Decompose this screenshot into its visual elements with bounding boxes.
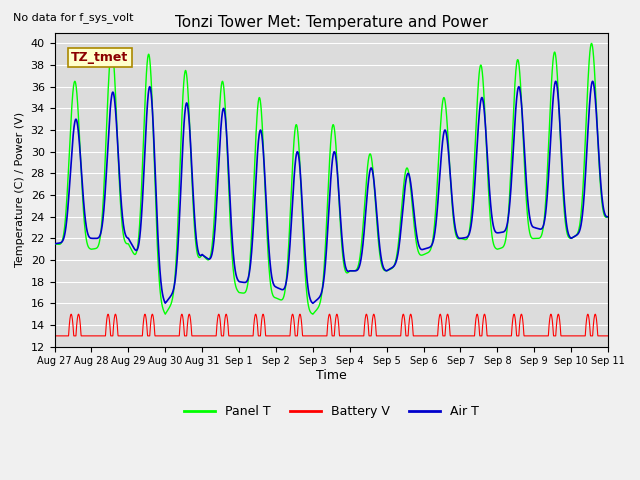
Text: No data for f_sys_volt: No data for f_sys_volt bbox=[13, 12, 133, 23]
Y-axis label: Temperature (C) / Power (V): Temperature (C) / Power (V) bbox=[15, 112, 25, 267]
Text: TZ_tmet: TZ_tmet bbox=[71, 51, 129, 64]
Legend: Panel T, Battery V, Air T: Panel T, Battery V, Air T bbox=[179, 400, 484, 423]
Title: Tonzi Tower Met: Temperature and Power: Tonzi Tower Met: Temperature and Power bbox=[175, 15, 488, 30]
X-axis label: Time: Time bbox=[316, 369, 347, 382]
